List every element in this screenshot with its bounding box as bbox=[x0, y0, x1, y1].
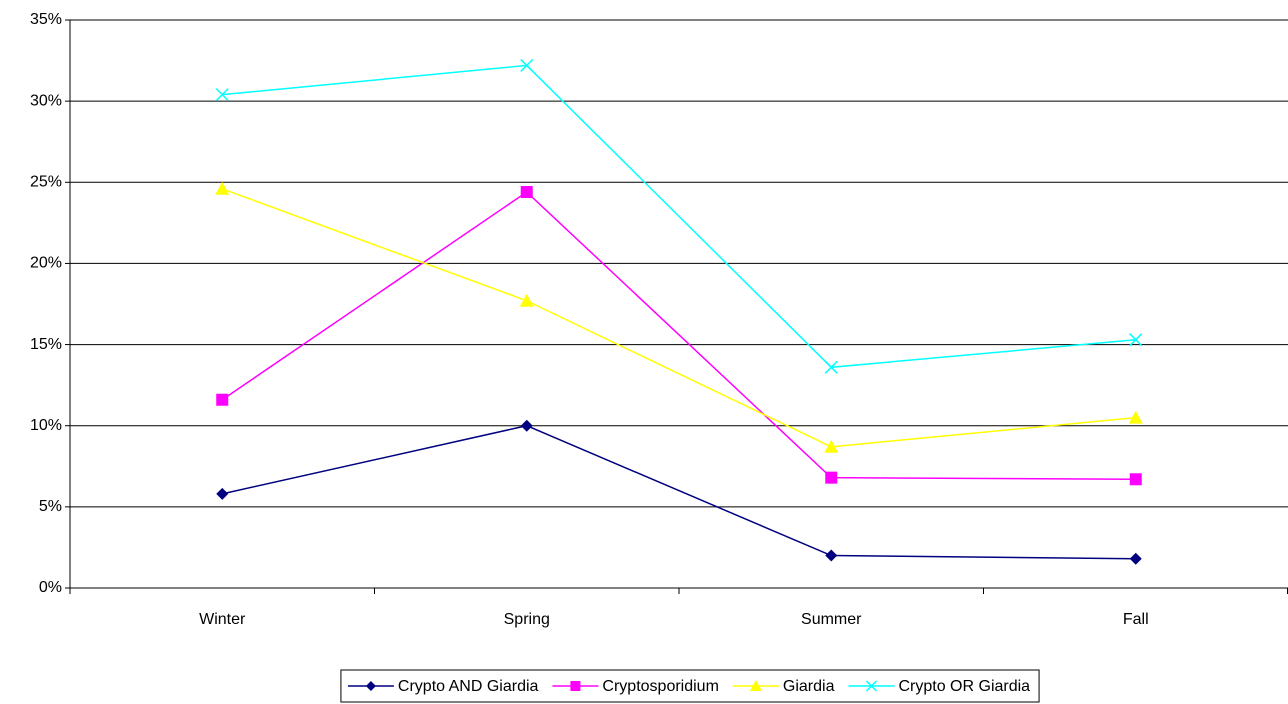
series-line bbox=[222, 424, 1136, 560]
marker bbox=[216, 393, 229, 406]
y-tick-label: 15% bbox=[30, 336, 62, 353]
y-tick-label: 10% bbox=[30, 417, 62, 434]
x-tick-label: Summer bbox=[801, 611, 862, 628]
marker bbox=[365, 681, 376, 691]
y-tick-label: 35% bbox=[30, 11, 62, 28]
legend-label: Crypto OR Giardia bbox=[898, 678, 1030, 695]
legend-item: Cryptosporidium bbox=[552, 678, 719, 695]
marker bbox=[570, 681, 581, 691]
x-tick-label: Spring bbox=[504, 611, 550, 628]
series-line bbox=[221, 188, 1136, 448]
y-tick-label: 25% bbox=[30, 174, 62, 191]
y-tick-label: 30% bbox=[30, 92, 62, 109]
marker bbox=[520, 58, 534, 72]
legend-label: Giardia bbox=[783, 678, 835, 695]
marker bbox=[1128, 410, 1143, 424]
marker bbox=[1129, 552, 1142, 565]
legend-item: Crypto AND Giardia bbox=[347, 678, 539, 695]
marker bbox=[216, 487, 229, 500]
legend-item: Giardia bbox=[732, 678, 835, 695]
series-line bbox=[221, 191, 1136, 481]
marker bbox=[825, 471, 838, 484]
legend-box bbox=[340, 669, 1040, 703]
marker bbox=[824, 439, 839, 453]
marker bbox=[824, 360, 838, 374]
marker bbox=[519, 293, 534, 307]
x-tick-label: Winter bbox=[199, 611, 246, 628]
x-tick-label: Fall bbox=[1123, 611, 1149, 628]
legend-label: Cryptosporidium bbox=[602, 678, 718, 695]
y-tick-label: 20% bbox=[30, 255, 62, 272]
y-tick-label: 5% bbox=[39, 498, 62, 515]
marker bbox=[825, 549, 838, 562]
marker bbox=[215, 181, 230, 195]
y-tick-label: 0% bbox=[39, 579, 62, 596]
series-line bbox=[222, 64, 1136, 369]
marker bbox=[520, 186, 533, 199]
legend-item: Crypto OR Giardia bbox=[848, 678, 1030, 695]
marker bbox=[215, 88, 229, 102]
marker bbox=[865, 680, 878, 692]
legend-label: Crypto AND Giardia bbox=[398, 678, 539, 695]
marker bbox=[1129, 473, 1142, 486]
marker bbox=[1129, 333, 1143, 347]
marker bbox=[520, 419, 533, 432]
marker bbox=[749, 680, 762, 691]
